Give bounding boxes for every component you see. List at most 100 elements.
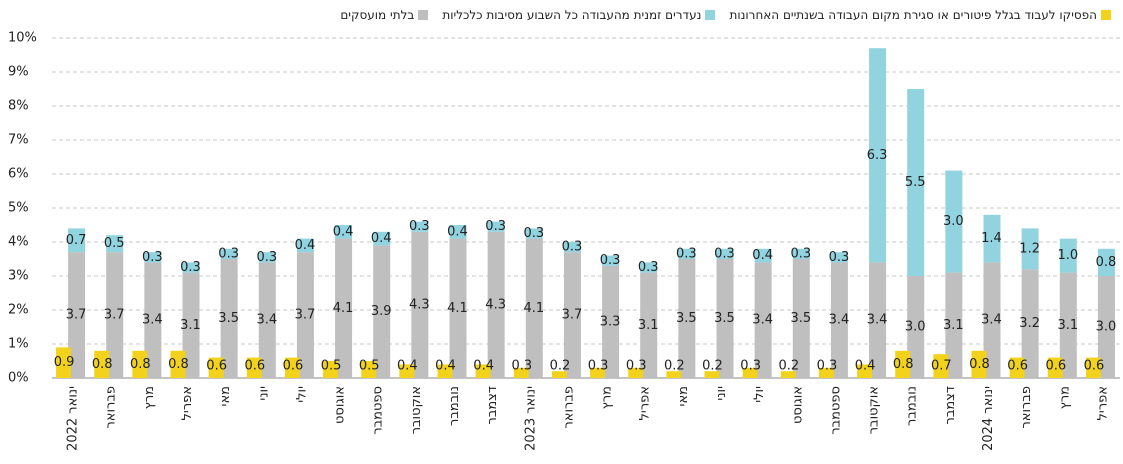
bar-segment bbox=[373, 245, 391, 378]
data-label: 1.2 bbox=[1019, 241, 1040, 256]
y-tick-label: 5% bbox=[8, 201, 29, 216]
data-label: 0.6 bbox=[206, 359, 227, 374]
bar-segment bbox=[704, 371, 720, 378]
bar-segment bbox=[525, 238, 543, 378]
bar-segment bbox=[132, 350, 148, 378]
bar-segment bbox=[640, 272, 658, 378]
data-label: 0.3 bbox=[626, 359, 647, 374]
x-tick-label: אפריל bbox=[180, 386, 195, 420]
bar-segment bbox=[590, 367, 606, 378]
y-tick-label: 3% bbox=[8, 269, 29, 284]
data-label: 3.7 bbox=[562, 308, 583, 323]
x-tick-label: מרץ bbox=[1057, 386, 1072, 409]
bar-segment bbox=[411, 221, 429, 232]
bar-segment bbox=[628, 367, 644, 378]
bar-segment bbox=[94, 350, 110, 378]
data-label: 3.7 bbox=[66, 308, 87, 323]
bar-segment bbox=[399, 364, 415, 378]
bar-segment bbox=[551, 371, 567, 378]
bar-segment bbox=[373, 231, 391, 246]
data-label: 0.8 bbox=[130, 357, 151, 372]
bar-segment bbox=[830, 252, 848, 263]
data-label: 3.7 bbox=[295, 308, 316, 323]
bar-segment bbox=[361, 361, 377, 378]
x-tick-label: נובמבר bbox=[447, 386, 462, 426]
bar-segment bbox=[1009, 357, 1025, 378]
data-label: 4.3 bbox=[409, 297, 430, 312]
bar-segment bbox=[220, 248, 238, 259]
bar-segment bbox=[869, 48, 887, 263]
data-label: 4.3 bbox=[485, 297, 506, 312]
data-label: 0.3 bbox=[790, 246, 811, 261]
data-label: 0.6 bbox=[283, 359, 304, 374]
data-label: 3.3 bbox=[600, 314, 621, 329]
x-tick-label: יוני bbox=[714, 386, 729, 401]
x-tick-label: יולי bbox=[752, 386, 767, 403]
x-tick-label: דצמבר bbox=[485, 386, 500, 425]
data-label: 3.1 bbox=[180, 318, 201, 333]
data-label: 3.1 bbox=[638, 318, 659, 333]
legend-label: נעדרים זמנית מהעבודה כל השבוע מסיבות כלכ… bbox=[442, 8, 702, 22]
bar-segment bbox=[170, 350, 186, 378]
data-label: 0.6 bbox=[1007, 359, 1028, 374]
data-label: 3.9 bbox=[371, 304, 392, 319]
legend: הפסיקו לעבוד בגלל פיטורים או סגירת מקום … bbox=[340, 8, 1111, 22]
legend-label: הפסיקו לעבוד בגלל פיטורים או סגירת מקום … bbox=[729, 8, 1097, 22]
data-label: 0.4 bbox=[752, 248, 773, 263]
bar-segment bbox=[678, 259, 696, 378]
data-label: 0.3 bbox=[256, 250, 277, 265]
bar-segment bbox=[475, 364, 491, 378]
data-label: 0.2 bbox=[778, 359, 799, 374]
data-label: 0.3 bbox=[638, 260, 659, 275]
x-tick-label: פברואר bbox=[104, 386, 119, 429]
legend-item: נעדרים זמנית מהעבודה כל השבוע מסיבות כלכ… bbox=[442, 8, 716, 22]
bar-segment bbox=[335, 238, 353, 378]
data-label: 3.0 bbox=[905, 320, 926, 335]
bar-segment bbox=[296, 238, 314, 253]
data-label: 0.4 bbox=[855, 359, 876, 374]
data-label: 0.3 bbox=[511, 359, 532, 374]
data-label: 0.3 bbox=[523, 226, 544, 241]
data-label: 0.4 bbox=[333, 224, 354, 239]
data-label: 3.1 bbox=[1057, 318, 1078, 333]
data-label: 0.3 bbox=[714, 246, 735, 261]
bar-segment bbox=[983, 262, 1001, 378]
bar-segment bbox=[1085, 357, 1101, 378]
bar-segment bbox=[907, 276, 925, 378]
data-label: 0.3 bbox=[142, 250, 163, 265]
data-label: 4.1 bbox=[523, 301, 544, 316]
bar-segment bbox=[1097, 276, 1115, 378]
data-label: 0.8 bbox=[893, 357, 914, 372]
bar-segment bbox=[933, 354, 949, 378]
x-tick-label: פברואר bbox=[1019, 386, 1034, 429]
data-label: 0.4 bbox=[473, 359, 494, 374]
bar-segment bbox=[818, 367, 834, 378]
legend-label: בלתי מועסקים bbox=[340, 8, 415, 22]
bar-segment bbox=[907, 89, 925, 276]
bar-segment bbox=[742, 367, 758, 378]
bar-segment bbox=[971, 350, 987, 378]
bar-segment bbox=[258, 252, 276, 263]
bar-segment bbox=[983, 214, 1001, 263]
data-label: 0.7 bbox=[66, 233, 87, 248]
bar-segment bbox=[754, 262, 772, 378]
legend-swatch bbox=[705, 10, 716, 20]
bar-segment bbox=[246, 357, 262, 378]
data-label: 0.3 bbox=[485, 219, 506, 234]
data-label: 3.5 bbox=[676, 311, 697, 326]
x-tick-label: ספטמבר bbox=[371, 386, 386, 435]
y-tick-label: 6% bbox=[8, 167, 29, 182]
data-label: 0.5 bbox=[359, 359, 380, 374]
bar-segment bbox=[869, 262, 887, 378]
data-label: 3.5 bbox=[218, 311, 239, 326]
bar-segment bbox=[1021, 228, 1039, 270]
x-tick-label: מאי bbox=[676, 386, 691, 406]
bar-segment bbox=[68, 228, 86, 253]
bar-segment bbox=[857, 364, 873, 378]
data-label: 0.3 bbox=[600, 253, 621, 268]
bar-segment bbox=[487, 221, 505, 232]
bar-segment bbox=[513, 367, 529, 378]
data-label: 0.3 bbox=[829, 250, 850, 265]
data-label: 0.8 bbox=[168, 357, 189, 372]
data-label: 3.5 bbox=[714, 311, 735, 326]
